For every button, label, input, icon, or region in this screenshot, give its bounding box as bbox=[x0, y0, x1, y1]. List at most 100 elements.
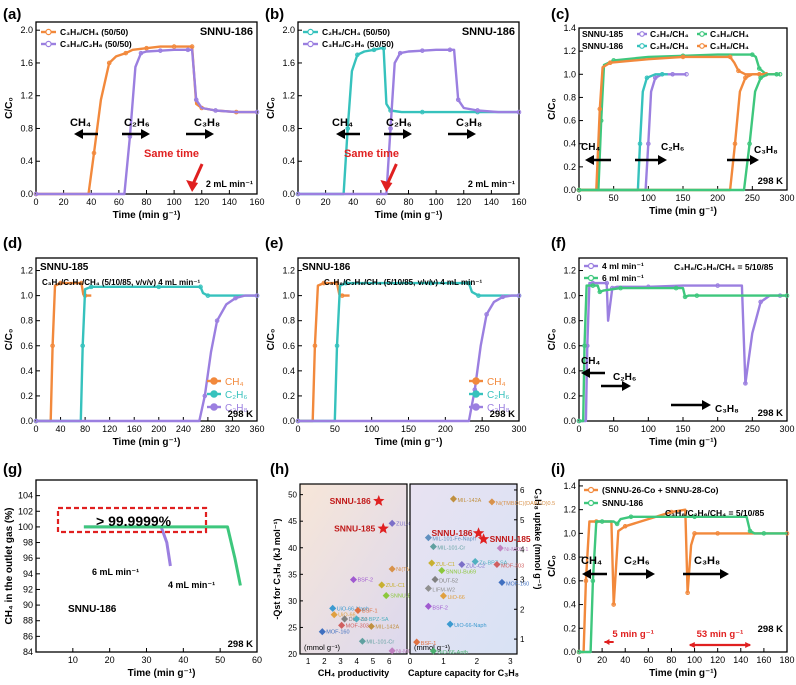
gap-label-5: 5 min g⁻¹ bbox=[612, 629, 653, 640]
x-tick-label: 0 bbox=[33, 424, 38, 434]
data-point bbox=[352, 615, 361, 623]
data-point bbox=[582, 343, 587, 349]
data-point bbox=[312, 343, 318, 349]
data-point bbox=[50, 343, 55, 349]
data-point bbox=[614, 521, 620, 527]
data-point bbox=[743, 381, 748, 386]
data-point bbox=[80, 343, 85, 349]
data-point bbox=[388, 126, 393, 131]
y-tick-label: 1.2 bbox=[282, 91, 295, 101]
legend-label: C₃H₈/C₂H₆ (50/50) bbox=[60, 39, 132, 49]
y-tick-label: 1.2 bbox=[563, 266, 576, 276]
arrow-head bbox=[582, 569, 591, 579]
y-tick-label: 88 bbox=[23, 616, 33, 626]
point-label: MIL-101-Cr bbox=[366, 639, 394, 645]
panel-label: (b) bbox=[265, 6, 284, 23]
legend-label: C₃H₈ bbox=[225, 403, 248, 414]
x-tick-label: 100 bbox=[641, 193, 656, 203]
x-tick-label: 10 bbox=[68, 655, 78, 665]
y-tick-label: 0.6 bbox=[563, 341, 576, 351]
y-tick-label: 0.4 bbox=[563, 600, 576, 610]
data-point bbox=[576, 649, 582, 655]
data-point bbox=[488, 498, 496, 506]
x-tick-label: 80 bbox=[80, 424, 90, 434]
arrow-right bbox=[186, 129, 214, 139]
data-point bbox=[652, 75, 658, 81]
y-tick-label: 1.0 bbox=[282, 291, 295, 301]
data-point bbox=[343, 280, 349, 286]
data-point bbox=[670, 71, 675, 77]
x-tick-label: 30 bbox=[141, 655, 151, 665]
x-tick-label: 4 bbox=[355, 657, 360, 666]
point-label: BSF-1 bbox=[362, 608, 378, 614]
annotation-same-time: Same time bbox=[344, 148, 399, 160]
x-tick-label: 140 bbox=[733, 655, 748, 665]
panel-title: SNNU-186 bbox=[462, 26, 515, 38]
x-tick-label: 320 bbox=[225, 424, 240, 434]
unit-label: (mmol g⁻¹) bbox=[304, 643, 341, 652]
series-line bbox=[36, 48, 257, 196]
y-tick-label: 0.4 bbox=[563, 366, 576, 376]
arrow-left bbox=[585, 155, 611, 165]
point-label: Ni(TMBDC)(DABCO)0.5 bbox=[496, 501, 555, 507]
x-tick-label: 60 bbox=[252, 655, 262, 665]
x-tick-label: 300 bbox=[511, 424, 526, 434]
x-tick-label: 0 bbox=[576, 193, 581, 203]
series-line bbox=[298, 48, 519, 196]
x-tick-label: 2 bbox=[322, 657, 327, 666]
y-tick-label: 0.8 bbox=[20, 123, 33, 133]
data-point bbox=[354, 606, 362, 614]
y-axis-label: C/C₀ bbox=[547, 329, 558, 351]
y-tick-label: 86 bbox=[23, 631, 33, 641]
y-tick-label: 104 bbox=[18, 491, 33, 501]
legend-label: C₃H₈/C₂H₆ (50/50) bbox=[322, 39, 394, 49]
x-tick-label: 200 bbox=[710, 424, 725, 434]
y-tick-label: 0.6 bbox=[563, 576, 576, 586]
y-tick-label: 98 bbox=[23, 538, 33, 548]
y-tick-label: 96 bbox=[23, 553, 33, 563]
annotation-ch4: CH₄ bbox=[70, 117, 91, 129]
data-point bbox=[295, 418, 301, 424]
plot-frame bbox=[578, 479, 788, 653]
x-axis-label: Capture capacity for C₃H₈ bbox=[408, 668, 519, 678]
x-tick-label: 0 bbox=[408, 657, 413, 666]
x-tick-label: 40 bbox=[178, 655, 188, 665]
data-point bbox=[727, 54, 733, 60]
arrow-head bbox=[720, 569, 729, 579]
arrow-left bbox=[582, 569, 607, 579]
panel-g: 10 20 30 40 50 60 84 86 88 90 92 94 96 98 100 102 104 Tim… bbox=[4, 479, 262, 679]
x-axis-label: Time (min g⁻¹) bbox=[113, 210, 181, 221]
data-point bbox=[607, 60, 613, 66]
data-point bbox=[349, 576, 358, 584]
legend-label: SNNU-186 bbox=[602, 498, 643, 508]
series-line bbox=[579, 73, 687, 192]
data-point bbox=[732, 141, 738, 147]
red-arrow-shaft bbox=[191, 163, 204, 185]
data-point bbox=[413, 638, 421, 646]
y-tick-label: 1.2 bbox=[563, 46, 576, 56]
x-tick-label: 160 bbox=[249, 197, 264, 207]
data-point bbox=[455, 97, 461, 103]
data-point bbox=[79, 280, 84, 286]
annotation-same-time: Same time bbox=[144, 148, 199, 160]
y-tick-label: 100 bbox=[18, 522, 33, 532]
legend-marker bbox=[639, 43, 645, 49]
x-tick-label: 50 bbox=[609, 424, 619, 434]
data-point bbox=[254, 109, 260, 115]
data-point bbox=[388, 565, 396, 573]
x-tick-label: 200 bbox=[710, 193, 725, 203]
y-tick-label: 30 bbox=[288, 597, 297, 606]
red-arrow-head bbox=[380, 180, 393, 192]
temperature: 298 K bbox=[758, 624, 783, 635]
data-point bbox=[381, 45, 386, 51]
x-tick-label: 360 bbox=[249, 424, 264, 434]
annotation-ch4: CH₄ bbox=[581, 142, 600, 153]
point-label: MOF-303 bbox=[346, 623, 369, 629]
panel-title: SNNU-185 bbox=[40, 262, 89, 273]
legend-marker bbox=[587, 499, 595, 507]
arrow-head bbox=[750, 155, 759, 165]
x-axis-label: Time (min g⁻¹) bbox=[375, 437, 443, 448]
data-point bbox=[185, 47, 191, 53]
data-point bbox=[590, 283, 596, 288]
